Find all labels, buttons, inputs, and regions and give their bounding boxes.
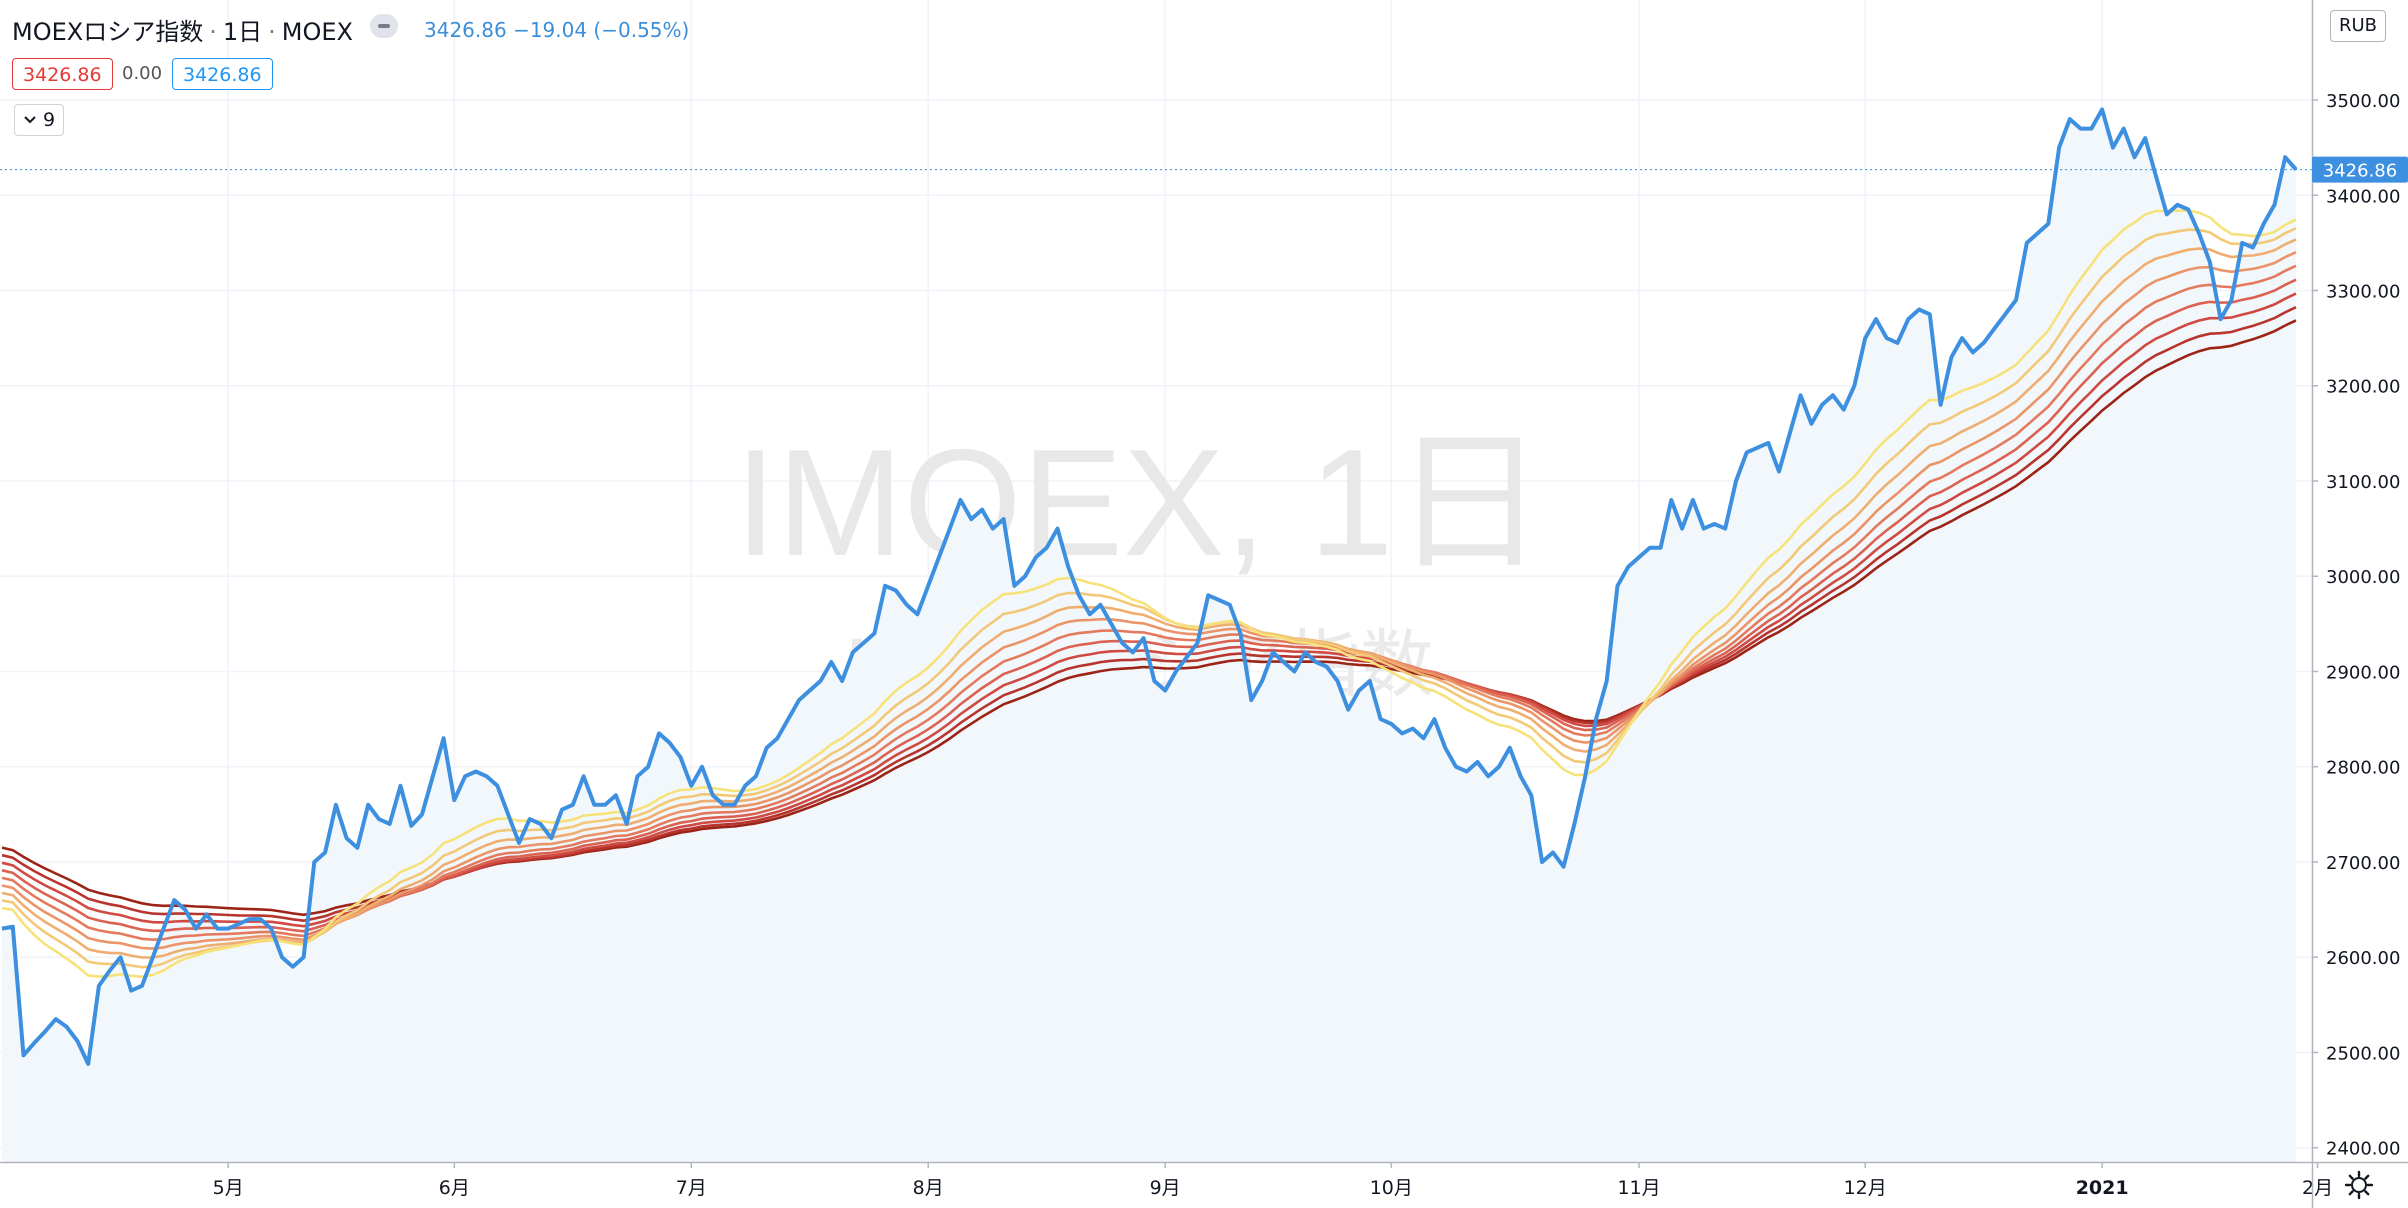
price-axis-label: 3426.86	[2312, 156, 2408, 183]
y-tick-label: 3400.00	[2326, 186, 2400, 207]
x-tick-label: 6月	[439, 1177, 470, 1199]
exchange: MOEX	[281, 18, 353, 46]
y-tick-label: 3500.00	[2326, 91, 2400, 112]
price-change: 3426.86 −19.04 (−0.55%)	[424, 18, 690, 42]
x-tick-label: 8月	[913, 1177, 944, 1199]
y-tick-label: 2900.00	[2326, 662, 2400, 683]
ema-line-30	[1, 238, 2297, 959]
y-tick-label: 3100.00	[2326, 472, 2400, 493]
time-axis-bg	[0, 1162, 2408, 1208]
x-tick-label: 5月	[213, 1177, 244, 1199]
legend-value-blue: 3426.86	[172, 58, 273, 90]
x-tick-label: 9月	[1150, 1177, 1181, 1199]
x-tick-label: 10月	[1370, 1177, 1413, 1199]
ema-line-20	[1, 209, 2297, 979]
x-tick-label: 2021	[2076, 1177, 2129, 1199]
y-tick-label: 3300.00	[2326, 282, 2400, 303]
price-axis-bg	[2312, 0, 2408, 1162]
y-tick-label: 3200.00	[2326, 377, 2400, 398]
x-tick-label: 11月	[1617, 1177, 1660, 1199]
indicators-toggle-button[interactable]: 9	[14, 104, 64, 136]
last-price-label: 3426.86	[2323, 161, 2397, 182]
dash-icon	[378, 24, 390, 28]
header-more-button[interactable]	[370, 14, 398, 38]
x-tick-label: 2月	[2302, 1177, 2333, 1199]
y-tick-label: 2400.00	[2326, 1139, 2400, 1160]
gear-icon[interactable]	[2344, 1170, 2374, 1200]
price-axis[interactable]: 2400.00 2500.00 2600.00 2700.00 2800.00 2900.…	[2311, 0, 2408, 1208]
symbol-name[interactable]: MOEXロシア指数	[12, 18, 204, 46]
time-axis[interactable]: 5月 6月 7月 8月 9月 10月 11月 12月 2021 2月	[0, 1161, 2408, 1208]
symbol-header[interactable]: MOEXロシア指数 · 1日 · MOEX	[12, 18, 353, 46]
chevron-down-icon	[24, 116, 36, 124]
y-tick-label: 2600.00	[2326, 948, 2400, 969]
currency-button[interactable]: RUB	[2330, 10, 2387, 42]
price-area-fill	[2, 109, 2296, 1162]
x-tick-label: 7月	[676, 1177, 707, 1199]
indicator-count: 9	[42, 109, 56, 131]
y-tick-label: 2700.00	[2326, 853, 2400, 874]
x-tick-label: 12月	[1844, 1177, 1887, 1199]
ema-line-35	[1, 251, 2297, 950]
y-tick-label: 2500.00	[2326, 1043, 2400, 1064]
y-tick-label: 3000.00	[2326, 567, 2400, 588]
price-line	[1, 107, 2298, 1066]
y-tick-label: 2800.00	[2326, 758, 2400, 779]
legend-value-red: 3426.86	[12, 58, 113, 90]
ema-line-25	[1, 227, 2297, 969]
watermark-symbol: IMOEX, 1日	[735, 418, 1546, 588]
legend-value-zero: 0.00	[122, 58, 163, 90]
interval[interactable]: 1日	[222, 18, 263, 46]
